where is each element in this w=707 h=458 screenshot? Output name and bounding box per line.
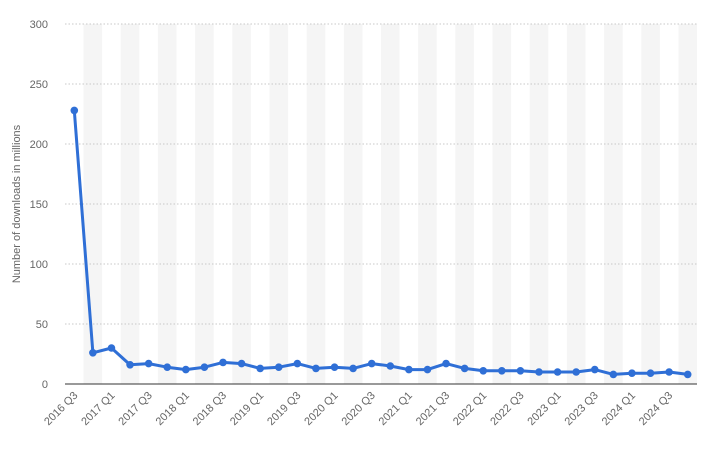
x-tick-label: 2024 Q1 <box>600 390 638 428</box>
data-point <box>665 368 673 376</box>
data-point <box>442 359 450 368</box>
y-gridlines <box>65 23 697 325</box>
x-tick-label: 2016 Q3 <box>42 390 80 428</box>
data-point <box>126 361 134 369</box>
series-points <box>70 106 692 379</box>
x-tick-label: 2021 Q3 <box>414 390 452 428</box>
background-band <box>195 24 214 384</box>
data-point <box>237 359 246 368</box>
x-tick-label: 2017 Q1 <box>79 390 117 428</box>
data-point <box>349 364 357 373</box>
series-line <box>72 108 690 376</box>
data-point <box>256 364 264 373</box>
data-point <box>144 359 153 368</box>
data-point <box>572 368 580 376</box>
x-tick-label: 2019 Q3 <box>265 390 303 428</box>
data-point <box>535 368 543 376</box>
y-axis-title: Number of downloads in millions <box>11 124 23 283</box>
x-tick-label: 2019 Q1 <box>228 390 266 428</box>
background-band <box>678 24 697 384</box>
data-point <box>312 364 320 373</box>
data-point <box>405 365 413 374</box>
data-point <box>609 370 618 379</box>
background-band <box>604 24 623 384</box>
data-point <box>219 358 227 367</box>
x-tick-label: 2023 Q3 <box>563 390 601 428</box>
data-point <box>293 359 302 368</box>
data-point <box>498 367 506 375</box>
data-point <box>683 370 692 379</box>
background-band <box>120 24 140 384</box>
x-tick-label: 2017 Q3 <box>116 390 154 428</box>
y-tick-label: 100 <box>30 259 48 271</box>
data-point <box>516 367 525 375</box>
data-point <box>274 363 283 372</box>
y-tick-label: 50 <box>36 319 48 331</box>
data-point <box>367 359 376 368</box>
background-band <box>381 24 400 384</box>
y-tick-label: 300 <box>30 19 48 31</box>
x-tick-label: 2020 Q3 <box>339 390 377 428</box>
y-tick-label: 200 <box>30 139 48 151</box>
background-band <box>418 24 437 384</box>
data-point <box>590 365 599 374</box>
x-tick-label: 2024 Q3 <box>637 390 675 428</box>
background-band <box>232 24 251 384</box>
data-point <box>107 344 116 352</box>
x-tick-label: 2018 Q1 <box>154 390 192 428</box>
background-band <box>492 24 512 384</box>
x-tick-label: 2022 Q1 <box>451 390 489 428</box>
x-tick-label: 2020 Q1 <box>302 390 340 428</box>
x-tick-label: 2021 Q1 <box>377 390 415 428</box>
data-point <box>479 367 488 375</box>
background-band <box>306 24 326 384</box>
data-point <box>460 364 469 373</box>
data-point <box>70 106 79 115</box>
x-tick-label: 2023 Q1 <box>525 390 563 428</box>
x-tick-label: 2022 Q3 <box>488 390 526 428</box>
x-tick-label: 2018 Q3 <box>191 390 229 428</box>
data-point <box>628 369 636 378</box>
y-tick-label: 0 <box>42 379 48 391</box>
data-point <box>330 363 339 372</box>
data-point <box>163 363 172 372</box>
y-tick-labels: 0 50 100 150 200 250 300 <box>30 19 48 391</box>
data-point <box>386 362 395 370</box>
data-point <box>646 369 655 378</box>
y-tick-label: 150 <box>30 199 48 211</box>
data-point <box>182 365 190 374</box>
data-point <box>423 365 432 374</box>
data-point <box>553 368 562 376</box>
data-point <box>89 349 97 357</box>
data-point <box>200 363 209 372</box>
y-tick-label: 250 <box>30 79 48 91</box>
